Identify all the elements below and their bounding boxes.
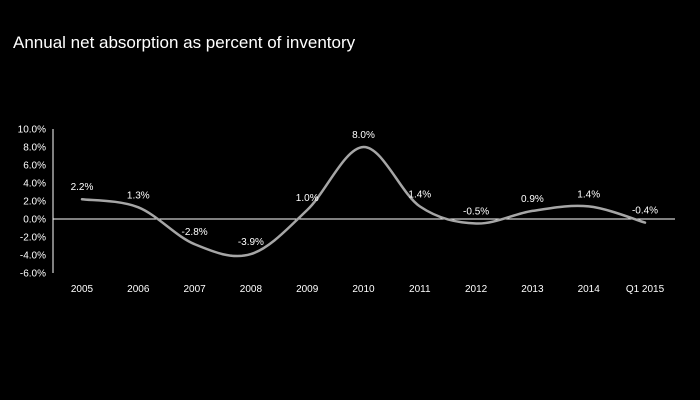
x-tick-label: 2014 [578, 284, 601, 295]
chart-title: Annual net absorption as percent of inve… [13, 33, 356, 52]
y-tick-label: 6.0% [23, 161, 46, 172]
data-labels: 2.2% 1.3% -2.8% -3.9% 1.0% 8.0% 1.4% -0.5% 0.9% 1… [71, 130, 659, 248]
data-label: -3.9% [238, 237, 264, 248]
y-axis-ticks: 10.0% 8.0% 6.0% 4.0% 2.0% 0.0% -2.0% -4.0% -6.0% [18, 125, 46, 280]
x-tick-label: 2010 [352, 284, 375, 295]
y-tick-label: 0.0% [23, 215, 46, 226]
y-tick-label: 2.0% [23, 197, 46, 208]
data-label: 8.0% [352, 130, 375, 141]
data-label: 0.9% [521, 194, 544, 205]
x-tick-label: 2012 [465, 284, 488, 295]
x-tick-label: 2007 [183, 284, 206, 295]
x-tick-label: 2005 [71, 284, 94, 295]
data-label: 2.2% [71, 182, 94, 193]
y-tick-label: 4.0% [23, 179, 46, 190]
x-tick-label: 2008 [240, 284, 263, 295]
y-tick-label: 10.0% [18, 125, 46, 136]
x-tick-label: 2013 [521, 284, 544, 295]
data-label: -0.5% [463, 207, 489, 218]
series-line [80, 145, 647, 258]
data-label: 1.3% [127, 190, 150, 201]
data-label: 1.4% [577, 189, 600, 200]
y-tick-label: -4.0% [20, 251, 46, 262]
y-tick-label: -6.0% [20, 269, 46, 280]
x-tick-label: Q1 2015 [626, 284, 665, 295]
data-label: 1.0% [296, 193, 319, 204]
x-tick-label: 2011 [409, 284, 431, 295]
data-label: -0.4% [632, 206, 658, 217]
x-tick-label: 2009 [296, 284, 319, 295]
y-tick-label: 8.0% [23, 143, 46, 154]
x-tick-label: 2006 [127, 284, 150, 295]
y-tick-label: -2.0% [20, 233, 46, 244]
data-label: 1.4% [408, 189, 431, 200]
x-axis-ticks: 2005 2006 2007 2008 2009 2010 2011 2012 2013 2014… [71, 284, 665, 295]
data-label: -2.8% [182, 227, 208, 238]
